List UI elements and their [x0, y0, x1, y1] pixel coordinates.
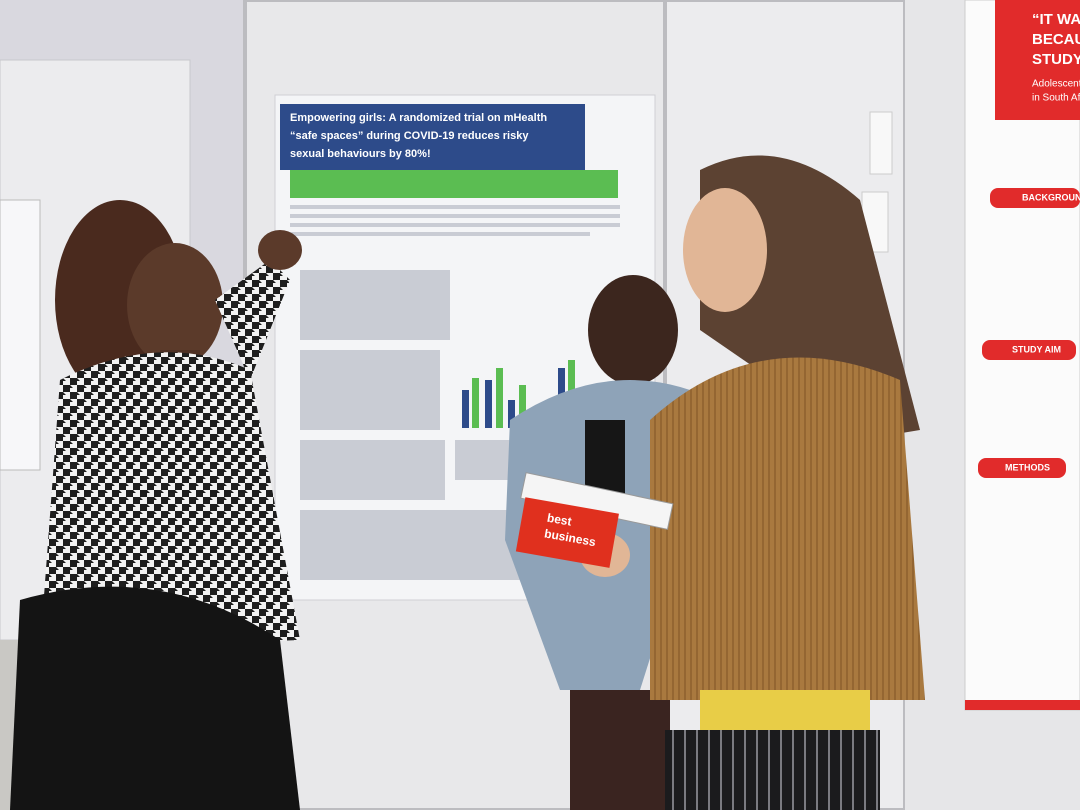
poster-footer	[965, 700, 1080, 710]
section-label	[978, 458, 1066, 478]
poster-title: “IT WA	[1032, 11, 1080, 28]
poster-title-band	[280, 104, 585, 170]
poster-green-band	[290, 170, 618, 198]
poster-chart	[472, 360, 575, 428]
section-label-text: STUDY AIM	[1012, 344, 1061, 354]
section-label-text: METHODS	[1005, 462, 1050, 472]
back-poster	[0, 199, 41, 471]
poster-title: Empowering girls: A randomized trial on …	[290, 112, 547, 124]
poster-chart	[462, 368, 565, 428]
red-box: best business	[515, 472, 674, 568]
box-label: best	[546, 511, 573, 529]
poster-title-band	[995, 0, 1080, 120]
section-label-text: BACKGROUND	[1022, 192, 1080, 202]
poster-title: BECAU	[1032, 31, 1080, 48]
poster-title: “safe spaces” during COVID-19 reduces ri…	[290, 130, 529, 142]
person-left	[10, 200, 302, 810]
poster-title: STUDY	[1032, 51, 1080, 68]
poster-subtitle: in South Afr	[1032, 93, 1080, 104]
section-label	[982, 340, 1076, 360]
poster-subtitle: Adolescents	[1032, 79, 1080, 90]
person-right	[580, 155, 925, 810]
poster-title: sexual behaviours by 80%!	[290, 148, 431, 160]
section-label	[990, 188, 1080, 208]
